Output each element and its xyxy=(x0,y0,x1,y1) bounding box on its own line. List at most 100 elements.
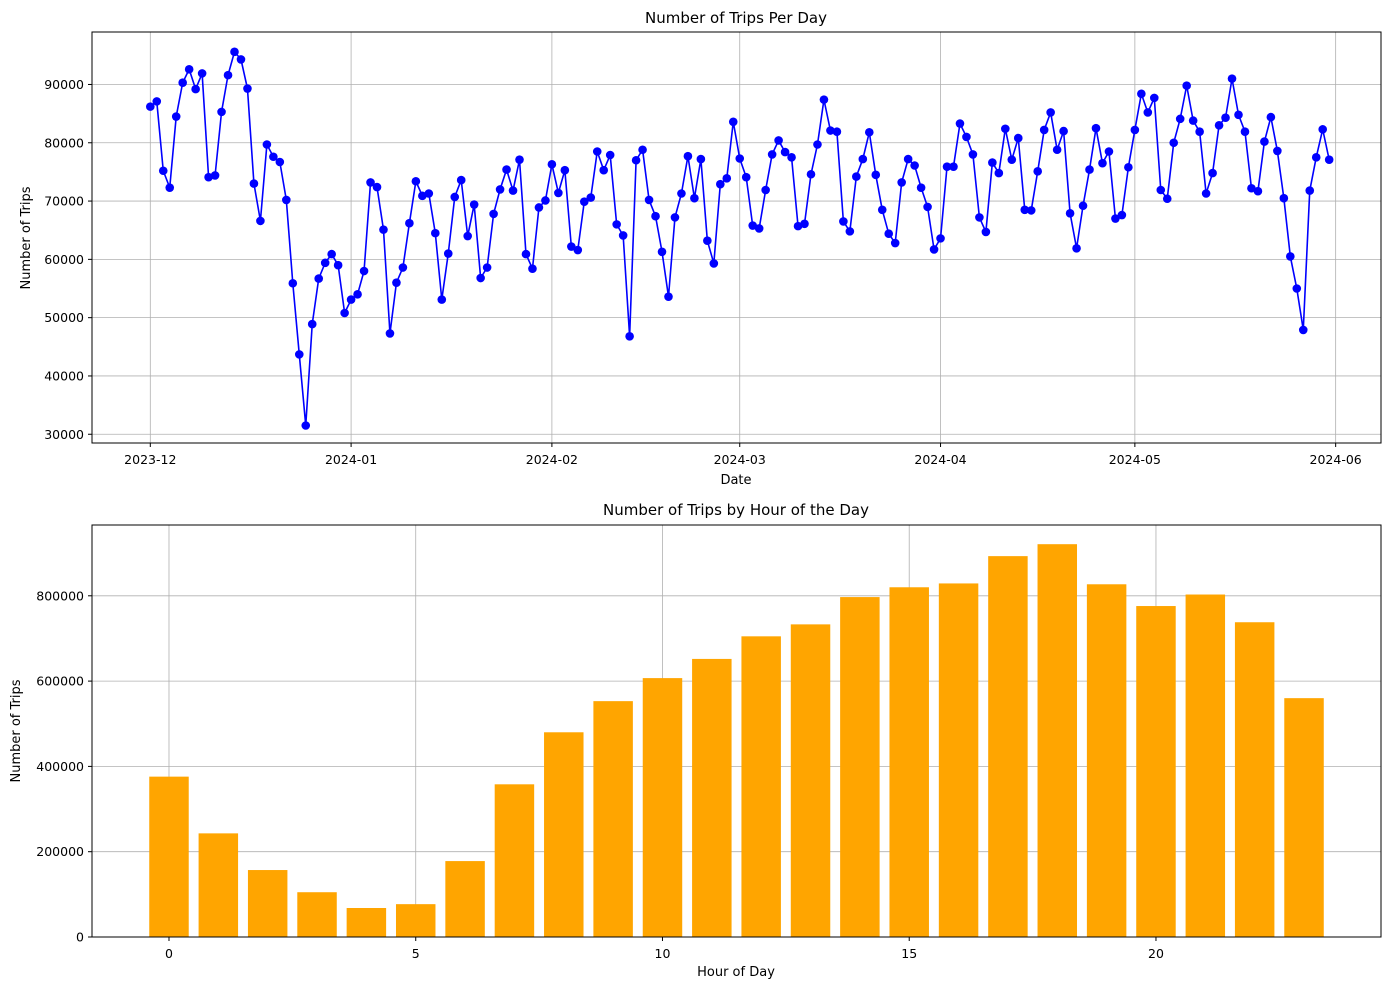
bar-hour-20 xyxy=(1136,606,1176,937)
data-point xyxy=(327,249,336,259)
data-point xyxy=(897,178,906,187)
data-point xyxy=(1169,138,1179,148)
x-tick-label: 10 xyxy=(655,946,671,961)
data-point xyxy=(1253,186,1263,196)
data-point xyxy=(1156,185,1166,195)
data-point xyxy=(385,329,395,338)
y-tick-label: 600000 xyxy=(36,674,84,689)
data-point xyxy=(579,197,589,206)
bar-hour-16 xyxy=(938,583,979,937)
data-point xyxy=(171,112,181,121)
data-point xyxy=(748,221,757,230)
daily-trips-chart: Number of Trips Per Day 2023-12 2024-01 20… xyxy=(19,9,1382,488)
x-tick-label: 2024-04 xyxy=(914,452,966,467)
y-tick-label: 60000 xyxy=(44,252,84,267)
data-point xyxy=(431,228,440,238)
data-point xyxy=(146,102,155,111)
data-point xyxy=(819,95,829,104)
bar-hour-7 xyxy=(494,784,535,937)
data-point xyxy=(813,140,822,149)
data-point xyxy=(217,107,226,117)
data-point xyxy=(223,70,233,80)
x-tick-label: 2024-06 xyxy=(1310,452,1362,467)
data-point xyxy=(1059,126,1068,136)
data-point xyxy=(852,172,861,181)
data-point xyxy=(1046,108,1055,117)
data-point xyxy=(683,151,693,161)
data-point xyxy=(806,169,816,179)
data-point xyxy=(392,278,401,287)
bar-hour-9 xyxy=(593,701,633,937)
data-point xyxy=(741,172,751,182)
data-point xyxy=(353,290,362,299)
data-point xyxy=(554,188,563,198)
data-point xyxy=(916,183,926,192)
data-point xyxy=(903,154,913,164)
data-point xyxy=(754,224,764,233)
data-point xyxy=(1279,193,1289,203)
data-point xyxy=(1026,206,1036,215)
data-point xyxy=(832,127,842,136)
plot-frame-daily xyxy=(91,31,1382,444)
data-point xyxy=(1124,162,1133,172)
data-point xyxy=(1020,205,1030,215)
data-point xyxy=(567,242,576,251)
hourly-trips-chart: Number of Trips by Hour of the Day 0 5 10 1… xyxy=(9,501,1382,980)
data-point xyxy=(158,166,168,176)
data-point xyxy=(534,203,544,212)
data-point xyxy=(191,84,200,94)
data-point xyxy=(443,249,453,258)
x-tick-label: 2024-01 xyxy=(325,452,377,467)
data-point xyxy=(476,273,485,283)
data-point xyxy=(204,172,213,182)
bar-hour-2 xyxy=(247,870,288,937)
data-point xyxy=(463,231,472,241)
data-point xyxy=(262,140,272,149)
data-point xyxy=(586,193,596,202)
x-axis-label-daily: Date xyxy=(720,473,751,488)
data-point xyxy=(541,196,550,205)
y-tick-label: 0 xyxy=(76,930,84,945)
data-point xyxy=(165,183,175,192)
data-point xyxy=(301,421,311,430)
data-point xyxy=(398,263,408,272)
chart-title-hourly: Number of Trips by Hour of the Day xyxy=(603,501,869,519)
bar-hour-22 xyxy=(1234,622,1275,937)
data-point xyxy=(638,145,647,155)
data-point xyxy=(1072,243,1081,253)
data-point xyxy=(1130,125,1140,135)
data-point xyxy=(333,260,343,270)
data-point xyxy=(839,217,848,226)
bar-hour-18 xyxy=(1037,544,1078,937)
bar-hour-17 xyxy=(988,556,1028,937)
data-point xyxy=(923,202,932,212)
bar-hour-14 xyxy=(840,597,880,937)
y-axis-label-daily: Number of Trips xyxy=(19,186,34,289)
data-point xyxy=(605,150,615,160)
data-point xyxy=(1298,325,1308,335)
data-point xyxy=(1266,112,1276,122)
data-point xyxy=(346,295,356,304)
data-point xyxy=(307,319,317,329)
data-point xyxy=(877,205,887,215)
y-tick-label: 90000 xyxy=(44,77,84,92)
data-point xyxy=(631,155,641,165)
data-point xyxy=(1104,147,1114,156)
data-point xyxy=(1117,210,1127,220)
data-point xyxy=(1078,201,1088,211)
bar-hour-11 xyxy=(692,658,732,937)
data-point xyxy=(314,274,324,283)
data-point xyxy=(418,191,427,201)
data-point xyxy=(1143,108,1153,117)
data-point xyxy=(405,218,414,228)
data-point xyxy=(929,245,939,254)
data-point xyxy=(864,127,874,137)
bar-hour-5 xyxy=(395,904,436,937)
data-point xyxy=(1033,167,1042,176)
data-point xyxy=(1324,155,1334,164)
data-point xyxy=(1188,116,1198,125)
data-point xyxy=(670,213,680,222)
data-point xyxy=(890,238,900,248)
data-point xyxy=(1149,93,1159,103)
